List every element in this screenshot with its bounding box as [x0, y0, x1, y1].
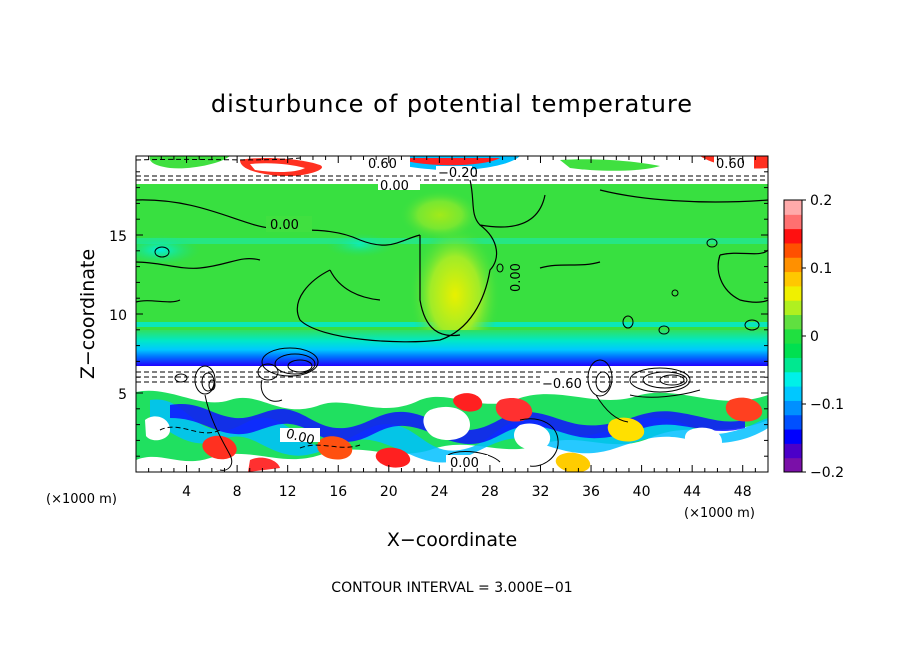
x-unit-left: (×1000 m) — [46, 492, 117, 507]
colorbar-segment — [784, 328, 802, 344]
blob-positive-top — [400, 190, 480, 240]
x-unit-right: (×1000 m) — [684, 506, 755, 521]
colorbar-segment — [784, 457, 802, 473]
contour-label: 0.60 — [368, 157, 397, 172]
colorbar-segment — [784, 300, 802, 316]
colorbar-segment — [784, 271, 802, 287]
x-tick-label: 28 — [481, 484, 499, 500]
colorbar-segment — [784, 371, 802, 387]
colorbar-segment — [784, 228, 802, 244]
blob-cyan-left — [136, 235, 200, 265]
contour-label: −0.20 — [438, 166, 478, 181]
colorbar-tick-label: −0.2 — [810, 465, 844, 481]
y-tick-label: 15 — [109, 229, 127, 245]
x-tick-label: 24 — [430, 484, 448, 500]
colorbar-segment — [784, 200, 802, 215]
contour-label: 0.00 — [380, 179, 409, 194]
colorbar-segment — [784, 257, 802, 273]
x-tick-label: 4 — [182, 484, 191, 500]
y-ticks: 5 10 15 — [109, 171, 768, 457]
x-tick-label: 40 — [633, 484, 651, 500]
x-tick-label: 48 — [734, 484, 752, 500]
contour-label: 0.60 — [716, 157, 745, 172]
contour-label: 0.00 — [509, 263, 524, 292]
colorbar-tick-label: 0.2 — [810, 193, 832, 209]
contour-labels: 0.00 0.60 0.00 0.00 −0.60 0.00 0.00 0.60… — [266, 156, 754, 471]
colorbar-segment — [784, 429, 802, 444]
x-axis-title: X−coordinate — [387, 529, 517, 551]
chart-title: disturbunce of potential temperature — [211, 90, 693, 118]
colorbar-segment — [784, 214, 802, 230]
colorbar-segment — [784, 414, 802, 430]
colorbar-segment — [784, 314, 802, 330]
colorbar-ticks: 0.2 0.1 0 −0.1 −0.2 — [802, 193, 844, 481]
contour-label: −0.60 — [542, 377, 582, 392]
plot-area — [136, 156, 768, 472]
contour-label: 0.00 — [450, 456, 479, 471]
colorbar-segment — [784, 343, 802, 358]
x-ticks: 4 8 12 16 20 24 28 32 36 40 44 48 — [148, 156, 756, 500]
lower-turbulence — [136, 390, 768, 472]
contour-interval-note: CONTOUR INTERVAL = 3.000E−01 — [331, 580, 572, 596]
contour-label: 0.00 — [284, 427, 316, 449]
colorbar-tick-label: 0.1 — [810, 261, 832, 277]
y-tick-label: 10 — [109, 308, 127, 324]
colorbar-tick-label: 0 — [810, 329, 819, 345]
colorbar-segment — [784, 357, 802, 373]
colorbar-segment — [784, 242, 802, 258]
x-tick-label: 36 — [582, 484, 600, 500]
x-tick-label: 16 — [329, 484, 347, 500]
x-tick-label: 20 — [380, 484, 398, 500]
blob-cyan-mid — [325, 233, 395, 257]
contour-clusters — [154, 238, 760, 471]
colorbar-segment — [784, 386, 802, 401]
y-tick-label: 5 — [118, 387, 127, 403]
colorbar — [783, 199, 803, 473]
top-layer-colors — [136, 156, 768, 181]
contour-label: 0.00 — [270, 218, 299, 233]
x-tick-label: 44 — [683, 484, 701, 500]
colorbar-segment — [784, 285, 802, 301]
colorbar-segment — [784, 400, 802, 416]
x-tick-label: 8 — [233, 484, 242, 500]
x-tick-label: 12 — [279, 484, 297, 500]
y-axis-title: Z−coordinate — [77, 249, 99, 379]
colorbar-tick-label: −0.1 — [810, 397, 844, 413]
colorbar-segment — [784, 443, 802, 459]
x-tick-label: 32 — [532, 484, 550, 500]
